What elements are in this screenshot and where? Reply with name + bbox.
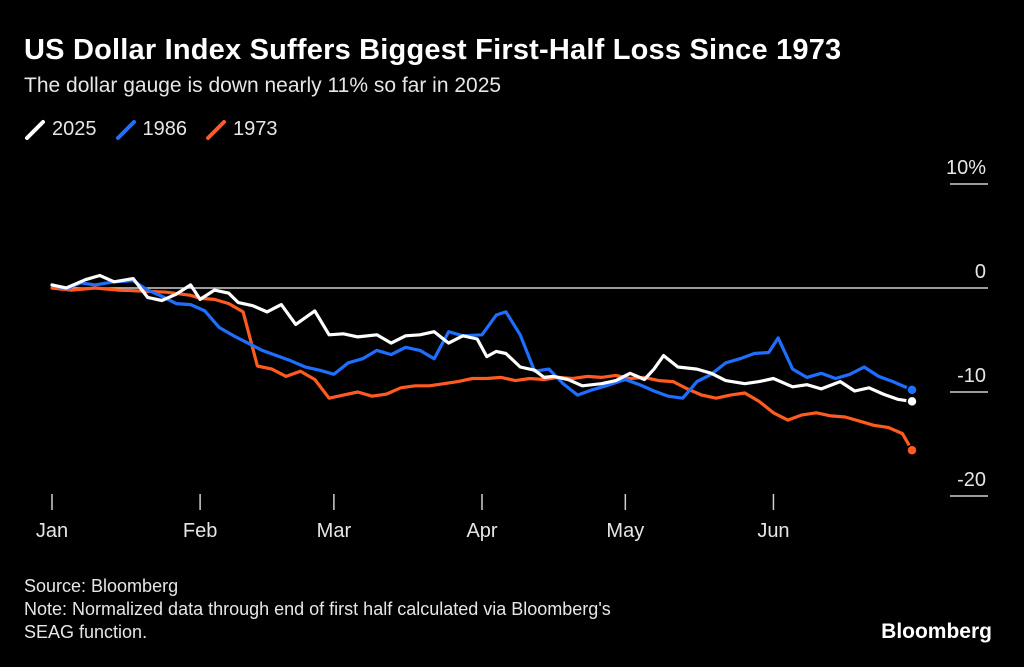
bloomberg-logo: Bloomberg bbox=[881, 620, 992, 643]
x-tick-label-0: Jan bbox=[36, 520, 68, 542]
x-tick-label-4: May bbox=[606, 520, 644, 542]
x-tick-label-1: Feb bbox=[183, 520, 217, 542]
legend-label-1973: 1973 bbox=[233, 118, 278, 140]
x-tick-label-5: Jun bbox=[757, 520, 789, 542]
y-tick-label-1: 0 bbox=[975, 261, 986, 283]
series-line-2025 bbox=[50, 273, 914, 403]
series-endpoint-1986 bbox=[906, 384, 918, 396]
y-tick-label-2: -10 bbox=[957, 365, 986, 387]
legend-swatch-2025-icon bbox=[25, 119, 45, 140]
legend-item-1973: 1973 bbox=[205, 118, 278, 141]
legend-label-2025: 2025 bbox=[52, 118, 97, 140]
legend-swatch-1986-icon bbox=[115, 119, 136, 140]
series-endpoint-1973 bbox=[906, 444, 918, 456]
series-endpoint-2025 bbox=[906, 395, 918, 408]
legend-item-1986: 1986 bbox=[115, 118, 188, 141]
legend-label-1986: 1986 bbox=[142, 118, 188, 140]
series-line-1973 bbox=[50, 286, 914, 452]
y-tick-label-3: -20 bbox=[957, 469, 986, 491]
chart-subtitle: The dollar gauge is down nearly 11% so f… bbox=[24, 74, 502, 97]
footer: Source: Bloomberg Note: Normalized data … bbox=[24, 575, 611, 644]
note-text-line-2: SEAG function. bbox=[24, 622, 148, 642]
legend-swatch-1973-icon bbox=[206, 119, 226, 140]
series-line-1986 bbox=[50, 279, 914, 400]
legend-item-2025: 2025 bbox=[24, 118, 97, 141]
legend: 2025 1986 1973 bbox=[24, 118, 278, 141]
source-text: Source: Bloomberg bbox=[24, 576, 179, 596]
x-tick-label-3: Apr bbox=[466, 520, 497, 542]
note-text-line-1: Note: Normalized data through end of fir… bbox=[24, 599, 611, 619]
chart-title: US Dollar Index Suffers Biggest First-Ha… bbox=[24, 34, 842, 66]
y-tick-label-0: 10% bbox=[946, 157, 986, 179]
x-tick-label-2: Mar bbox=[317, 520, 352, 542]
